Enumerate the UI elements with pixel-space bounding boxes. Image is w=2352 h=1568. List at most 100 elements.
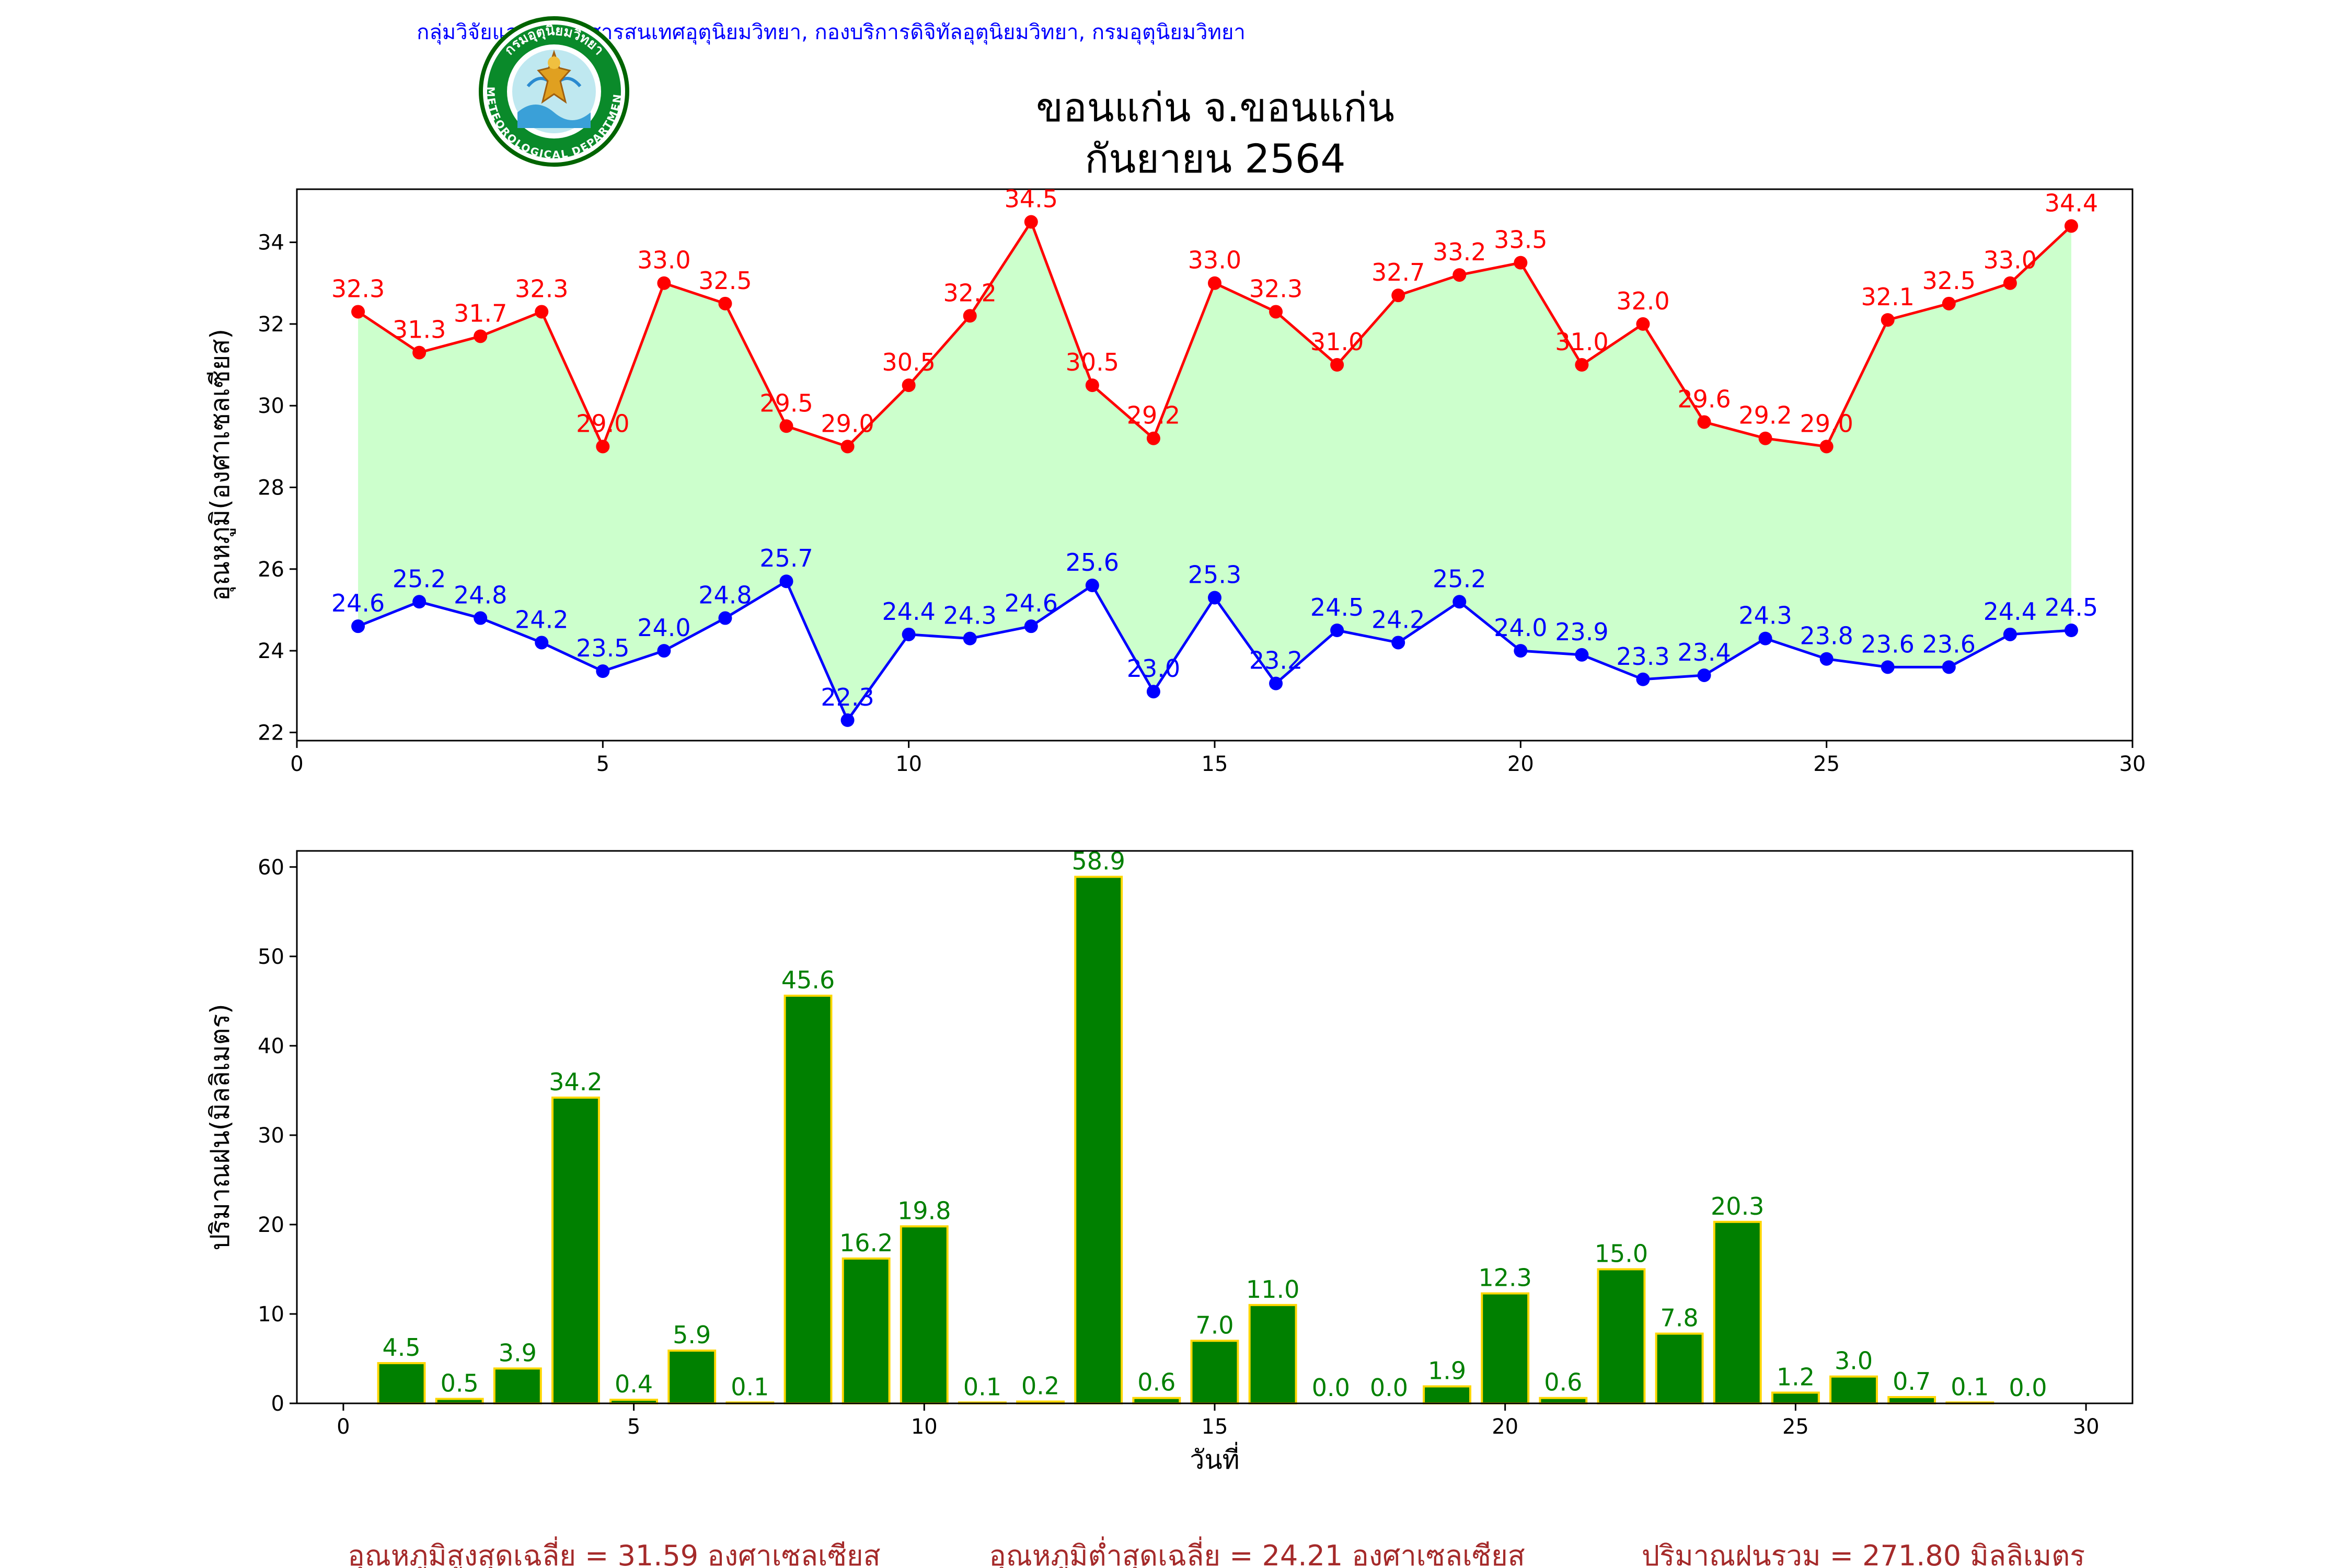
- max-temperature-point: [1758, 431, 1772, 445]
- rainfall-x-axis-label: วันที่: [1190, 1442, 1239, 1475]
- min-temperature-value-label: 24.4: [1984, 597, 2037, 626]
- temperature-x-tick-label: 0: [290, 752, 303, 776]
- rainfall-value-label: 3.0: [1835, 1347, 1873, 1375]
- min-temperature-value-label: 23.8: [1800, 622, 1853, 650]
- rainfall-value-label: 20.3: [1711, 1192, 1764, 1220]
- rainfall-value-label: 34.2: [549, 1068, 602, 1096]
- max-temperature-point: [412, 345, 426, 360]
- rainfall-y-tick-label: 20: [258, 1213, 284, 1237]
- min-temperature-value-label: 25.7: [759, 544, 813, 572]
- min-temperature-point: [1697, 668, 1711, 682]
- rainfall-bar: [841, 1257, 891, 1405]
- max-temperature-value-label: 32.2: [943, 279, 997, 307]
- max-temperature-point: [1269, 305, 1283, 319]
- min-temperature-value-label: 23.2: [1249, 647, 1302, 675]
- rainfall-value-label: 0.0: [1312, 1374, 1350, 1402]
- max-temperature-value-label: 32.5: [1922, 267, 1976, 295]
- min-temperature-value-label: 24.0: [1494, 614, 1547, 642]
- rainfall-value-label: 0.6: [1137, 1368, 1175, 1397]
- temperature-x-tick-label: 5: [596, 752, 609, 776]
- max-temperature-value-label: 33.0: [1984, 246, 2037, 274]
- rainfall-bar: [1655, 1332, 1704, 1405]
- min-temperature-point: [1146, 685, 1160, 699]
- rainfall-value-label: 7.0: [1195, 1311, 1233, 1339]
- min-temperature-point: [2003, 627, 2017, 641]
- chart-title-line2: กันยายน 2564: [1085, 135, 1345, 182]
- min-temperature-value-label: 24.6: [1005, 589, 1058, 617]
- min-temperature-point: [351, 619, 365, 633]
- max-temperature-value-label: 29.0: [821, 409, 874, 437]
- rainfall-bar: [1829, 1375, 1878, 1404]
- rainfall-chart: 4.5 0.5 3.9 34.2 0.4 5.9 0.1 45.6 16.219.8 0.1 0.2…: [205, 847, 2134, 1475]
- max-temperature-point: [1636, 317, 1650, 331]
- max-temperature-point: [1819, 440, 1834, 454]
- max-temperature-value-label: 30.5: [882, 348, 935, 376]
- footer-total-rainfall: ปริมาณฝนรวม = 271.80 มิลลิเมตร: [1642, 1539, 2085, 1568]
- min-temperature-value-label: 24.8: [454, 581, 507, 609]
- temperature-y-tick-label: 34: [258, 231, 284, 255]
- min-temperature-value-label: 23.0: [1127, 654, 1180, 683]
- rainfall-value-label: 0.5: [441, 1369, 479, 1397]
- rainfall-value-label: 0.6: [1544, 1368, 1582, 1397]
- rainfall-value-label: 12.3: [1478, 1264, 1531, 1292]
- max-temperature-value-label: 32.3: [331, 274, 385, 303]
- min-temperature-value-label: 24.8: [698, 581, 752, 609]
- footer-avg-max-temp: อุณหภูมิสูงสุดเฉลี่ย = 31.59 องศาเซลเซีย…: [348, 1536, 880, 1568]
- max-temperature-value-label: 34.4: [2045, 189, 2098, 217]
- max-temperature-point: [1085, 378, 1099, 393]
- min-temperature-value-label: 23.9: [1555, 618, 1608, 646]
- rainfall-value-label: 15.0: [1595, 1239, 1648, 1267]
- rainfall-value-label: 0.0: [2009, 1374, 2047, 1402]
- max-temperature-point: [1697, 415, 1711, 429]
- max-temperature-value-label: 29.5: [759, 389, 813, 417]
- rainfall-bar: [551, 1097, 600, 1405]
- max-temperature-value-label: 29.6: [1677, 385, 1731, 413]
- min-temperature-point: [1575, 648, 1589, 662]
- max-temperature-value-label: 33.0: [1188, 246, 1241, 274]
- rainfall-bar: [1132, 1397, 1181, 1404]
- rainfall-value-label: 3.9: [499, 1339, 537, 1367]
- min-temperature-value-label: 23.3: [1616, 642, 1669, 671]
- min-temperature-value-label: 25.6: [1066, 548, 1119, 577]
- rainfall-x-tick-label: 15: [1202, 1415, 1228, 1439]
- rainfall-value-label: 0.1: [1951, 1373, 1989, 1401]
- min-temperature-point: [2064, 624, 2078, 637]
- max-temperature-point: [718, 296, 732, 310]
- rainfall-value-label: 4.5: [382, 1333, 420, 1362]
- rainfall-bar: [783, 995, 833, 1404]
- max-temperature-point: [1514, 256, 1528, 270]
- min-temperature-value-label: 25.3: [1188, 560, 1241, 589]
- max-temperature-point: [779, 419, 793, 433]
- rainfall-value-label: 5.9: [673, 1321, 711, 1349]
- temperature-y-tick-label: 28: [258, 476, 284, 500]
- min-temperature-point: [1085, 579, 1099, 593]
- min-temperature-point: [1636, 672, 1650, 686]
- rainfall-x-tick-label: 30: [2073, 1415, 2100, 1439]
- temperature-x-tick-label: 10: [895, 752, 922, 776]
- max-temperature-value-label: 32.0: [1616, 287, 1669, 315]
- temperature-x-tick-label: 20: [1507, 752, 1534, 776]
- min-temperature-value-label: 24.2: [515, 605, 568, 633]
- max-temperature-point: [1330, 358, 1344, 372]
- max-temperature-value-label: 33.5: [1494, 226, 1547, 254]
- min-temperature-point: [1819, 652, 1834, 666]
- max-temperature-point: [840, 440, 855, 454]
- max-temperature-point: [474, 329, 488, 343]
- temperature-y-tick-label: 30: [258, 394, 284, 418]
- rainfall-value-label: 7.8: [1661, 1304, 1699, 1332]
- max-temperature-value-label: 29.2: [1738, 401, 1792, 430]
- min-temperature-value-label: 25.2: [1433, 564, 1486, 593]
- rainfall-y-tick-label: 0: [271, 1392, 284, 1416]
- rainfall-y-tick-label: 10: [258, 1302, 284, 1327]
- min-temperature-point: [1024, 619, 1038, 633]
- max-temperature-point: [657, 276, 671, 290]
- min-temperature-point: [1452, 595, 1467, 609]
- footer-avg-min-temp: อุณหภูมิต่ำสุดเฉลี่ย = 24.21 องศาเซลเซีย…: [989, 1536, 1525, 1568]
- min-temperature-point: [1881, 660, 1895, 674]
- rainfall-value-label: 11.0: [1246, 1275, 1299, 1304]
- rainfall-y-tick-label: 60: [258, 856, 284, 880]
- rainfall-bar: [1481, 1292, 1530, 1404]
- rainfall-bar: [493, 1367, 542, 1405]
- rainfall-value-label: 16.2: [839, 1229, 893, 1257]
